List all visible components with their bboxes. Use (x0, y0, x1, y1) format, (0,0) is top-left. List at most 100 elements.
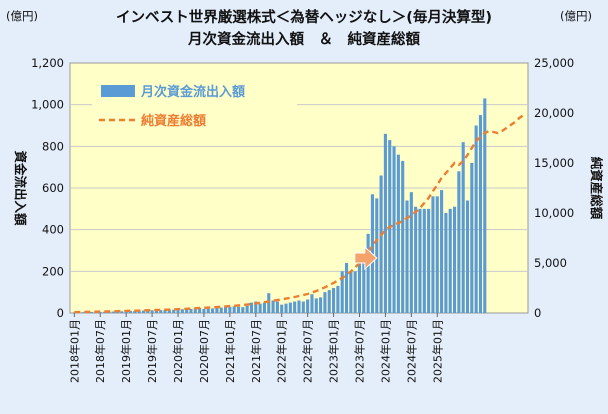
bar (241, 307, 245, 313)
x-tick-label: 2022年01月 (275, 319, 289, 383)
bar (379, 175, 383, 313)
bar (457, 171, 461, 313)
x-tick-label: 2023年07月 (352, 319, 366, 383)
right-axis: 0 5,000 10,000 15,000 20,000 25,000 (534, 56, 574, 320)
legend-line-label: 純資産総額 (141, 113, 206, 129)
y2-tick-label: 5,000 (534, 256, 567, 270)
bar (202, 308, 206, 313)
bar (336, 285, 340, 313)
bar (267, 293, 271, 313)
bar (470, 163, 474, 313)
bar (323, 292, 327, 313)
bar (401, 160, 405, 313)
legend-box (92, 74, 297, 136)
chart-title: インベスト世界厳選株式＜為替ヘッジなし＞(毎月決算型) (116, 8, 492, 26)
y2-tick-label: 0 (534, 306, 541, 320)
y-tick-label: 1,000 (31, 98, 64, 112)
annotation (354, 245, 378, 271)
chart-subtitle: 月次資金流出入額 ＆ 純資産総額 (187, 30, 420, 48)
y2-axis-title: 純資産総額 (589, 157, 604, 220)
bar (232, 306, 236, 313)
legend-bar-swatch (101, 85, 135, 97)
bar (301, 301, 305, 313)
y2-tick-label: 15,000 (534, 156, 574, 170)
bar (193, 308, 197, 313)
bar (418, 208, 422, 313)
y-tick-label: 1,200 (31, 56, 64, 70)
bar (189, 308, 193, 313)
bar (111, 311, 115, 313)
y-tick-label: 0 (57, 306, 64, 320)
left-axis-unit: (億円) (6, 9, 38, 23)
bar (228, 306, 232, 313)
bar (159, 310, 163, 313)
bar (120, 311, 124, 313)
bar (219, 307, 223, 313)
bar (254, 301, 258, 313)
y-tick-label: 600 (42, 181, 64, 195)
bar (167, 309, 171, 313)
bar (465, 200, 470, 313)
left-axis: 0 200 400 600 800 1,000 1,200 (31, 56, 64, 320)
x-tick-label: 2021年07月 (249, 319, 263, 383)
legend: 月次資金流出入額 純資産総額 (92, 74, 297, 136)
x-tick-label: 2024年07月 (404, 319, 418, 383)
bar (396, 154, 400, 313)
bar (349, 271, 353, 313)
series-line (74, 114, 525, 314)
bar (211, 308, 215, 313)
bar (271, 300, 275, 313)
bar (81, 312, 85, 313)
line-series (74, 114, 525, 314)
bar (198, 308, 202, 313)
bar (474, 125, 478, 313)
bar (357, 256, 362, 313)
right-axis-unit: (億円) (560, 9, 592, 23)
x-tick-label: 2022年07月 (301, 319, 315, 383)
bar (306, 299, 310, 313)
bar (180, 309, 184, 313)
arrow-annotation (354, 245, 378, 271)
x-axis: 2018年01月 2018年07月 2019年01月 2019年07月 2020年01月… (67, 313, 444, 383)
bar (146, 310, 150, 313)
bar (375, 198, 379, 313)
bar (366, 233, 370, 313)
bar (405, 200, 409, 313)
bar (478, 115, 483, 313)
x-tick-label: 2021年01月 (223, 319, 237, 383)
bar (327, 290, 331, 313)
bar (154, 310, 158, 313)
y-axis-title: 資金流出入額 (13, 150, 28, 226)
bar (444, 213, 448, 313)
bar (452, 206, 457, 313)
bar (362, 254, 366, 313)
bar (133, 310, 137, 313)
bar (293, 301, 297, 313)
bar (185, 309, 189, 313)
legend-bar-label: 月次資金流出入額 (140, 84, 245, 100)
bar (90, 311, 94, 313)
y2-tick-label: 25,000 (534, 56, 574, 70)
bar (141, 310, 146, 313)
bar (483, 98, 487, 314)
bar (262, 302, 266, 313)
bar (448, 208, 452, 313)
y2-tick-label: 20,000 (534, 106, 574, 120)
bar (319, 297, 323, 313)
bar (223, 307, 228, 313)
bar (340, 271, 344, 313)
bar (461, 142, 465, 313)
bar (440, 190, 444, 313)
bar (215, 307, 219, 313)
bar (431, 196, 435, 313)
x-tick-label: 2024年01月 (378, 319, 392, 383)
y-tick-label: 200 (42, 264, 64, 278)
x-tick-label: 2018年07月 (93, 319, 107, 383)
bar (427, 208, 431, 313)
x-tick-label: 2020年01月 (171, 319, 185, 383)
bar (206, 308, 210, 313)
bar (280, 304, 284, 313)
bar (172, 309, 176, 313)
bar (344, 263, 349, 313)
